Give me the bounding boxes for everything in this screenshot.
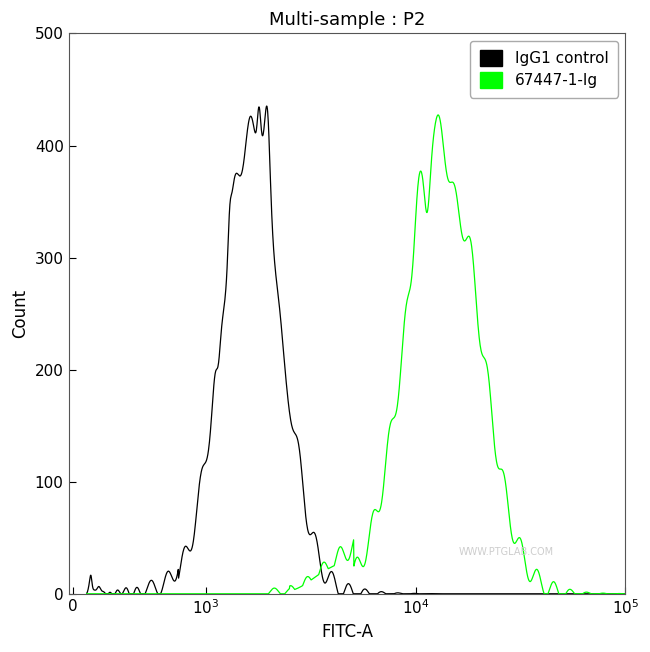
67447-1-Ig — [621, 590, 629, 598]
IgG1 control — [83, 589, 90, 597]
IgG1 control — [621, 590, 629, 598]
Text: WWW.PTGLAB.COM: WWW.PTGLAB.COM — [458, 546, 553, 557]
67447-1-Ig — [88, 590, 96, 598]
IgG1 control — [282, 375, 290, 383]
67447-1-Ig — [281, 589, 289, 597]
67447-1-Ig — [83, 590, 90, 598]
Y-axis label: Count: Count — [11, 289, 29, 338]
IgG1 control — [488, 590, 496, 598]
Line: 67447-1-Ig: 67447-1-Ig — [86, 115, 625, 594]
IgG1 control — [299, 478, 307, 486]
Line: IgG1 control: IgG1 control — [86, 106, 625, 594]
67447-1-Ig — [488, 409, 496, 417]
67447-1-Ig — [298, 582, 306, 590]
IgG1 control — [263, 102, 270, 110]
67447-1-Ig — [603, 590, 611, 598]
Title: Multi-sample : P2: Multi-sample : P2 — [268, 11, 425, 29]
67447-1-Ig — [434, 111, 442, 119]
IgG1 control — [101, 590, 109, 598]
IgG1 control — [604, 590, 612, 598]
Legend: IgG1 control, 67447-1-Ig: IgG1 control, 67447-1-Ig — [471, 41, 618, 98]
X-axis label: FITC-A: FITC-A — [321, 623, 373, 641]
IgG1 control — [88, 583, 96, 591]
67447-1-Ig — [603, 590, 611, 598]
IgG1 control — [603, 590, 611, 598]
